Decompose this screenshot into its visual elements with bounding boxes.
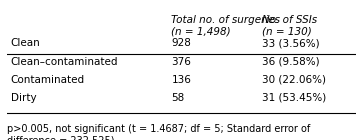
Text: 30 (22.06%): 30 (22.06%) — [262, 75, 326, 85]
Text: Contaminated: Contaminated — [11, 75, 85, 85]
Text: p>0.005, not significant (t = 1.4687; df = 5; Standard error of
difference = 232: p>0.005, not significant (t = 1.4687; df… — [7, 124, 310, 140]
Text: Clean–contaminated: Clean–contaminated — [11, 57, 118, 66]
Text: Clean: Clean — [11, 38, 40, 48]
Text: Total no. of surgeries
(n = 1,498): Total no. of surgeries (n = 1,498) — [171, 15, 280, 37]
Text: 376: 376 — [171, 57, 191, 66]
Text: 136: 136 — [171, 75, 191, 85]
Text: 36 (9.58%): 36 (9.58%) — [262, 57, 320, 66]
Text: 31 (53.45%): 31 (53.45%) — [262, 93, 327, 103]
Text: Dirty: Dirty — [11, 93, 36, 103]
Text: 58: 58 — [171, 93, 185, 103]
Text: No. of SSIs
(n = 130): No. of SSIs (n = 130) — [262, 15, 317, 37]
Text: 33 (3.56%): 33 (3.56%) — [262, 38, 320, 48]
Text: 928: 928 — [171, 38, 191, 48]
